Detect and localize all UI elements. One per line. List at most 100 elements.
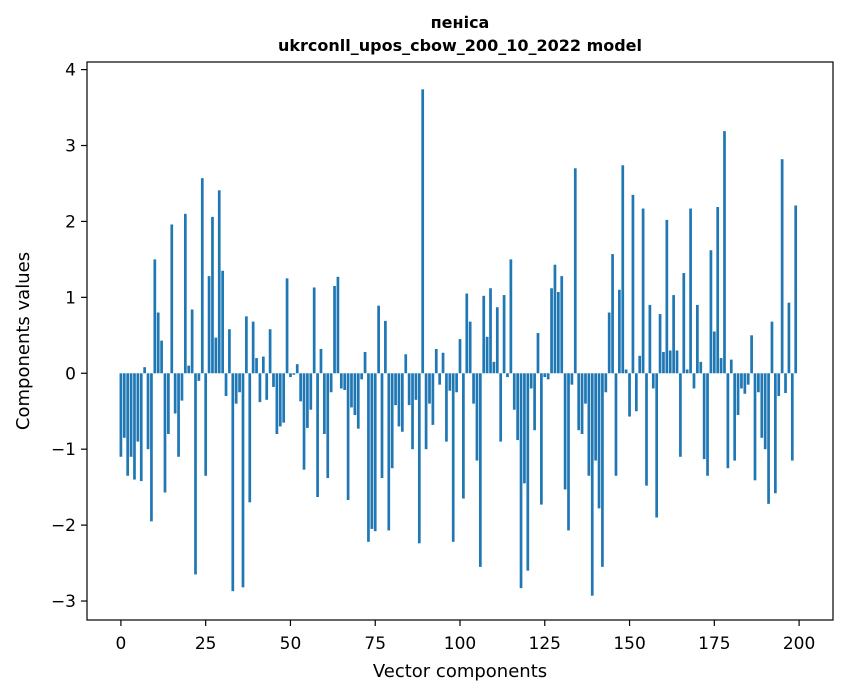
x-tick-label: 0 (115, 634, 126, 654)
bar-67 (346, 373, 350, 501)
bar-108 (485, 336, 489, 374)
bar-178 (723, 131, 726, 374)
bar-78 (384, 320, 387, 374)
bar-19 (183, 213, 187, 374)
bar-131 (563, 373, 567, 490)
bar-36 (241, 373, 245, 588)
bar-175 (712, 331, 716, 374)
bar-157 (651, 373, 655, 389)
bar-73 (367, 373, 370, 542)
bar-18 (180, 373, 184, 401)
bar-106 (478, 373, 482, 567)
bar-39 (251, 321, 255, 374)
bars-group (119, 89, 798, 596)
bar-155 (645, 373, 648, 486)
bar-6 (139, 373, 143, 482)
bar-8 (146, 373, 150, 450)
x-tick-label: 175 (698, 634, 730, 654)
bar-145 (611, 254, 614, 374)
bar-10 (153, 259, 157, 374)
bar-142 (601, 373, 604, 567)
bar-74 (370, 373, 374, 529)
bar-26 (207, 276, 211, 374)
bar-17 (177, 373, 180, 457)
bar-99 (455, 373, 458, 393)
bar-52 (295, 364, 299, 374)
bar-173 (706, 373, 709, 476)
bar-168 (689, 208, 692, 374)
bar-87 (414, 373, 418, 400)
x-axis-label: Vector components (373, 661, 547, 682)
bar-196 (784, 373, 787, 394)
bar-134 (573, 168, 577, 374)
bar-16 (173, 373, 177, 414)
bar-109 (489, 288, 492, 374)
bar-186 (750, 335, 753, 374)
bar-47 (278, 373, 282, 427)
bar-156 (648, 304, 652, 374)
bar-122 (533, 373, 536, 431)
bar-20 (187, 365, 191, 374)
bar-160 (662, 352, 665, 374)
bar-159 (658, 314, 662, 374)
bar-62 (329, 373, 333, 393)
x-axis-ticks: 0 25 50 75 100 125 150 175 200 (115, 620, 815, 654)
bar-40 (255, 358, 258, 374)
bar-23 (197, 373, 201, 381)
y-tick-label: 4 (65, 61, 76, 81)
x-tick-label: 50 (280, 634, 302, 654)
bar-153 (638, 355, 642, 374)
bar-105 (475, 373, 479, 461)
y-tick-label: 0 (65, 364, 76, 384)
bar-101 (462, 373, 465, 499)
bar-180 (729, 359, 733, 374)
bar-85 (407, 373, 411, 406)
bar-110 (492, 361, 496, 374)
bar-104 (472, 373, 475, 404)
bar-190 (763, 373, 767, 450)
bar-128 (553, 264, 557, 374)
bar-93 (434, 348, 438, 374)
bar-14 (167, 373, 170, 434)
bar-1 (122, 373, 126, 438)
bar-123 (536, 333, 540, 374)
bar-166 (682, 273, 686, 374)
bar-124 (540, 373, 543, 505)
bar-140 (594, 373, 597, 461)
bar-163 (672, 295, 675, 374)
bar-56 (309, 373, 313, 410)
bar-57 (312, 287, 316, 374)
bar-138 (587, 373, 591, 476)
bar-181 (733, 373, 737, 461)
bar-15 (170, 224, 174, 374)
bar-114 (506, 373, 509, 378)
bar-5 (136, 373, 140, 442)
bar-71 (360, 373, 364, 380)
x-tick-label: 150 (613, 634, 645, 654)
bar-127 (550, 288, 553, 374)
bar-161 (665, 219, 669, 374)
bar-59 (319, 348, 323, 374)
bar-194 (777, 373, 781, 397)
bar-117 (516, 373, 519, 441)
bar-158 (655, 373, 659, 518)
bar-164 (675, 350, 679, 374)
bar-65 (339, 373, 343, 389)
bar-143 (604, 373, 608, 393)
bar-41 (258, 373, 262, 403)
y-tick-label: 3 (65, 137, 76, 157)
bar-171 (699, 361, 703, 374)
bar-102 (465, 293, 469, 374)
bar-4 (133, 373, 136, 480)
bar-95 (441, 352, 445, 374)
bar-22 (194, 373, 197, 575)
bar-149 (624, 369, 628, 374)
bar-103 (468, 321, 472, 374)
bar-7 (143, 367, 146, 374)
bar-135 (577, 373, 581, 431)
bar-98 (451, 373, 455, 542)
bar-107 (482, 295, 486, 374)
bar-185 (746, 373, 750, 385)
bar-70 (356, 373, 360, 429)
y-tick-label: −3 (51, 592, 76, 612)
